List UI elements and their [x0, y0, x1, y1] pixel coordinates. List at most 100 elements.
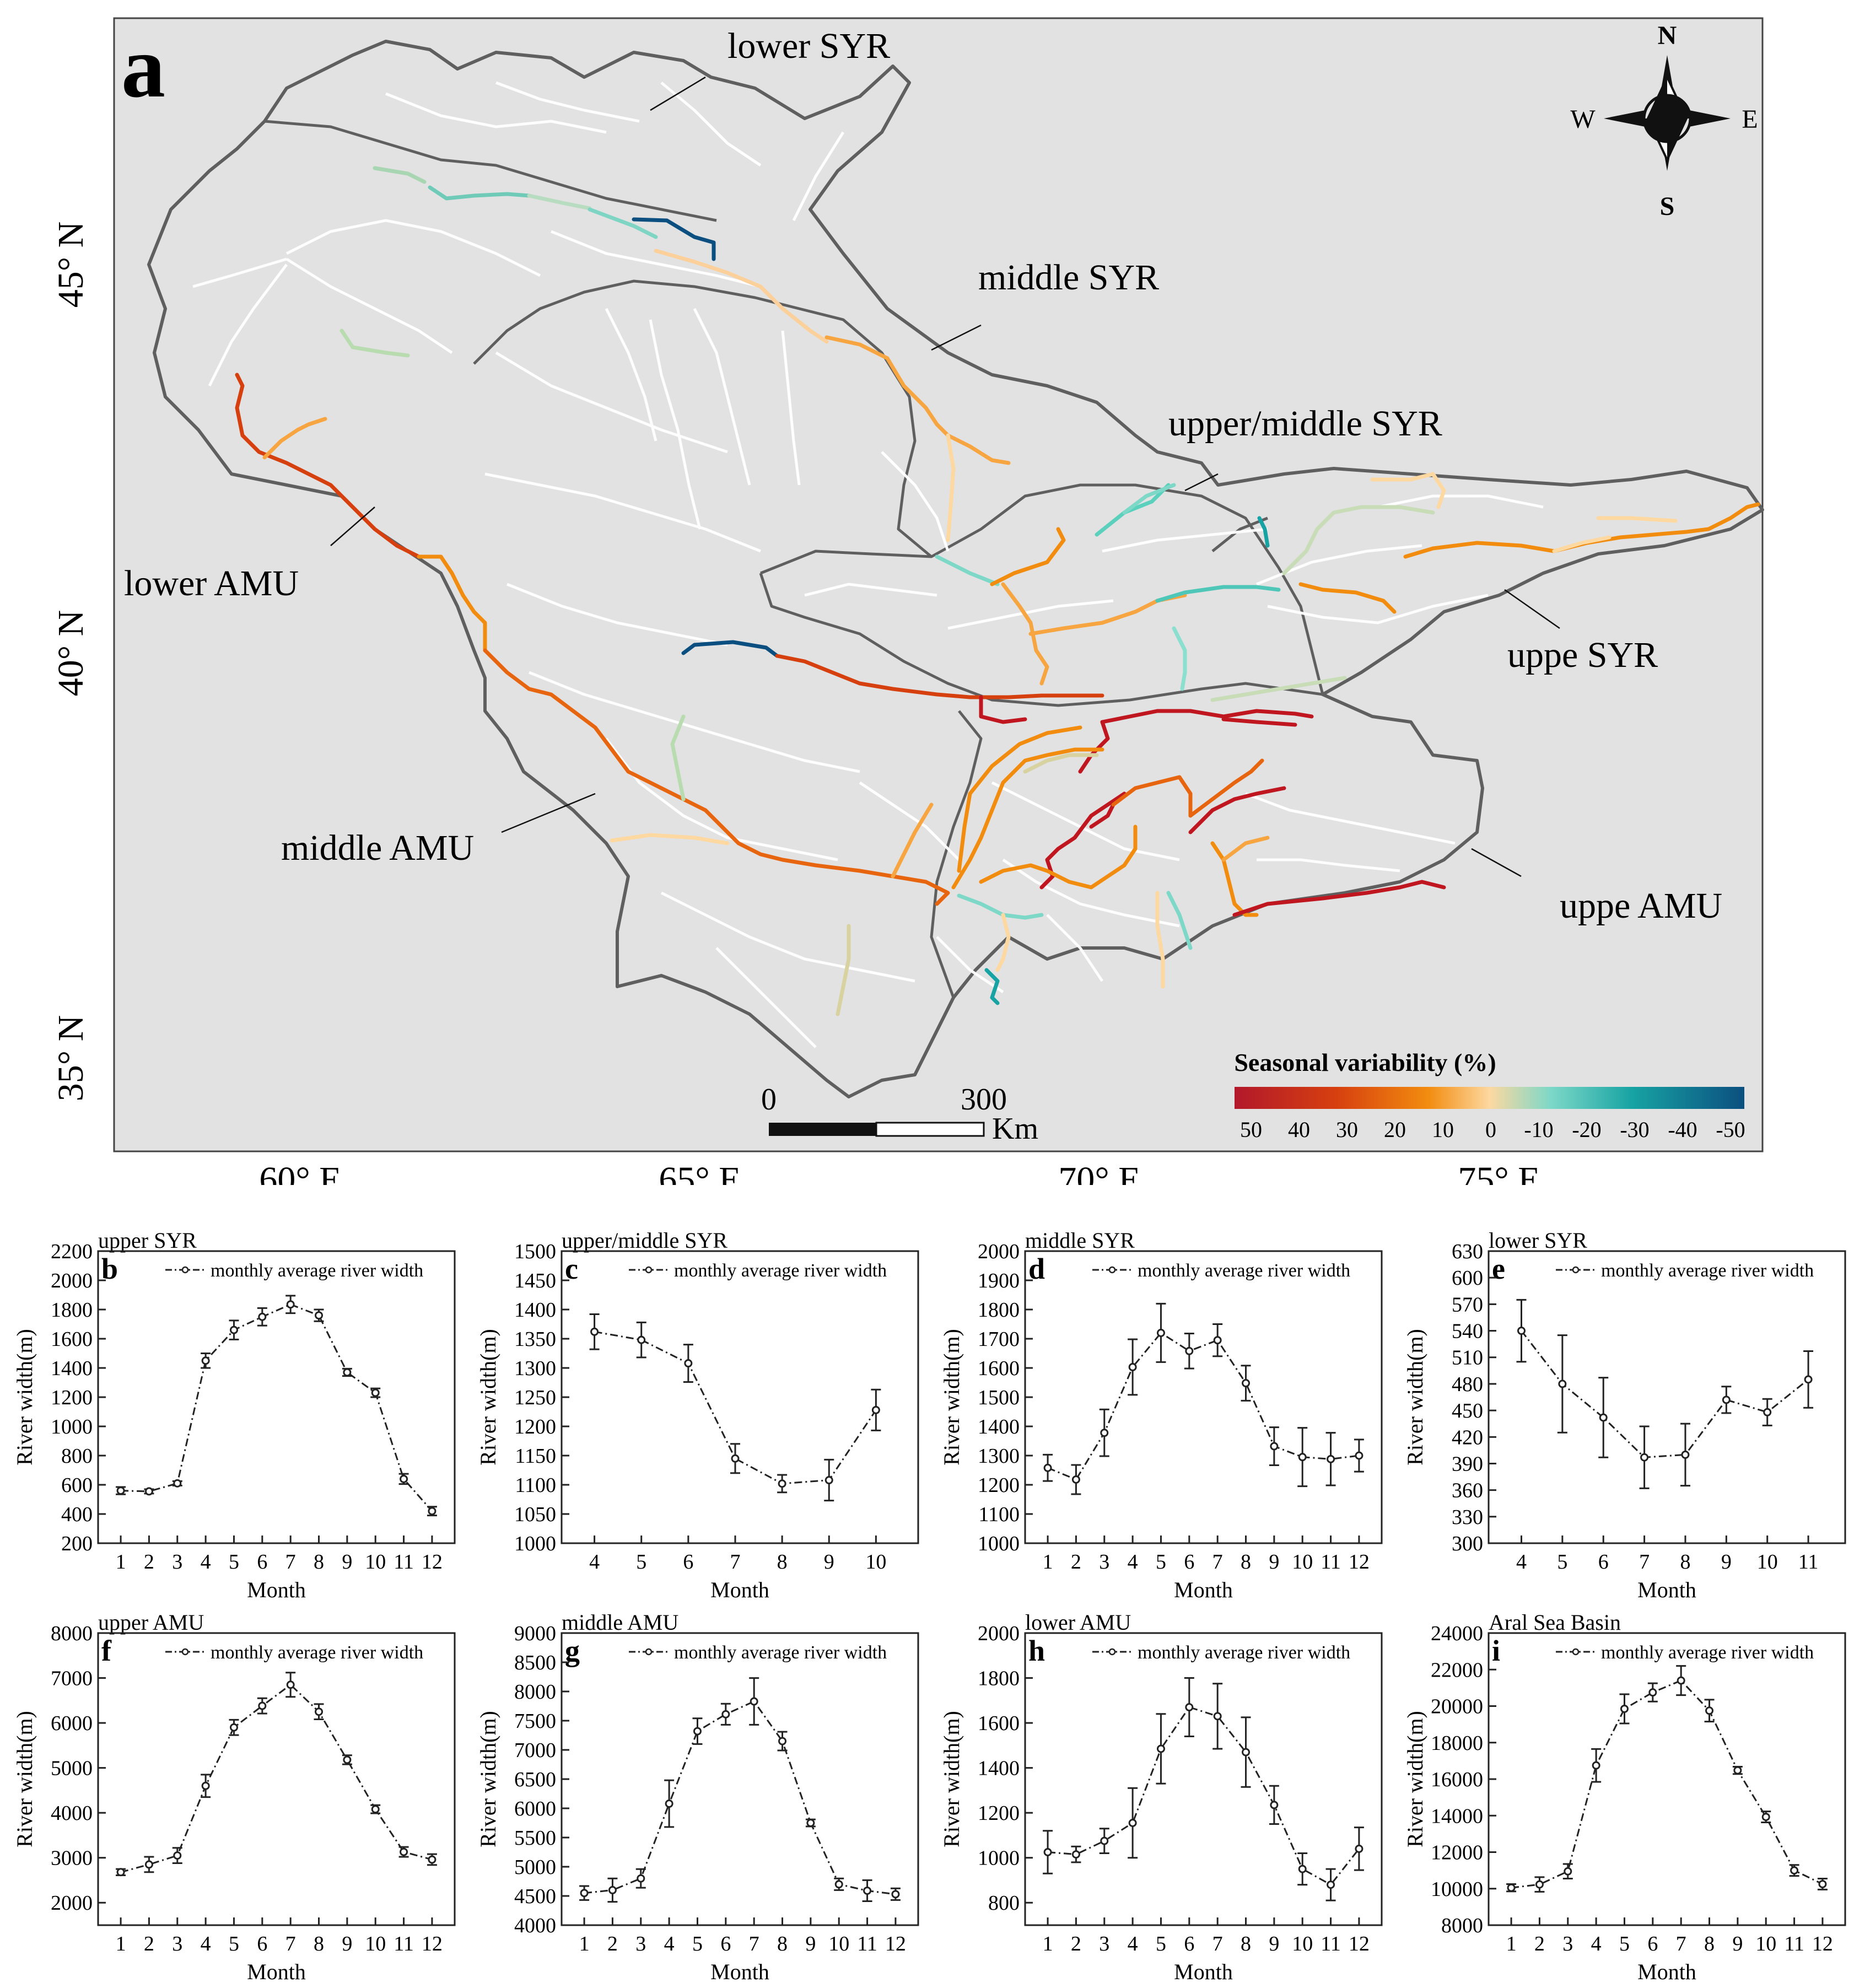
x-tick-label: 10 [1757, 1550, 1778, 1574]
data-point [1648, 1688, 1657, 1697]
data-point [1242, 1748, 1251, 1757]
data-point [1507, 1883, 1516, 1892]
data-point [1185, 1703, 1194, 1712]
river-syr-umiddle-orange2 [1001, 582, 1049, 686]
data-point [1818, 1879, 1827, 1888]
y-axis-label: River width(m) [1403, 1711, 1427, 1847]
data-point [684, 1359, 693, 1368]
x-tick-label: 4 [1128, 1932, 1138, 1955]
x-tick-label: 8 [1241, 1932, 1251, 1955]
basin-map: a lower SYR middle SYR upper/middle SYR … [51, 17, 1764, 1185]
x-tick-label: 9 [805, 1932, 816, 1955]
x-tick-label: 1 [1043, 1932, 1053, 1955]
y-tick-label: 1200 [51, 1386, 93, 1409]
data-point [1804, 1375, 1813, 1384]
y-tick-label: 1400 [978, 1415, 1020, 1439]
x-tick-label: 10 [865, 1550, 886, 1574]
chart-title: middle AMU [562, 1610, 678, 1635]
river-amu-dark-blue [681, 640, 779, 658]
compass-n: N [1658, 21, 1677, 50]
y-tick-label: 1050 [514, 1503, 556, 1526]
x-tick-label: 2 [1071, 1932, 1081, 1955]
legend-text: monthly average river width [211, 1260, 423, 1281]
river-amu-upper-red [1100, 709, 1314, 724]
y-axis-label: River width(m) [12, 1711, 37, 1847]
compass-s: S [1660, 192, 1675, 221]
x-tick-label: 9 [1269, 1550, 1279, 1574]
river-amu-teal-small [984, 968, 1000, 1005]
y-axis-label: River width(m) [939, 1711, 964, 1847]
x-tick-label: 6 [720, 1932, 731, 1955]
y-tick-label: 300 [1452, 1532, 1483, 1555]
data-point [1128, 1362, 1137, 1371]
data-point [1620, 1704, 1629, 1713]
data-point [863, 1886, 872, 1895]
x-tick-label: 5 [692, 1932, 703, 1955]
data-point [315, 1707, 324, 1716]
x-tick-label: 8 [1680, 1550, 1690, 1574]
legend-text: monthly average river width [211, 1642, 423, 1663]
river-syr-upper-orange-b [1298, 582, 1397, 614]
plot-frame [560, 1632, 919, 1926]
legend-tick-label: 30 [1336, 1117, 1358, 1142]
panel-label: i [1492, 1634, 1500, 1667]
river-amu-pale-small [836, 924, 851, 1016]
data-point [1517, 1327, 1526, 1335]
data-point [400, 1847, 408, 1856]
y-tick-label: 12000 [1431, 1841, 1483, 1865]
y-tick-label: 7000 [51, 1667, 93, 1690]
legend-marker [1108, 1266, 1116, 1274]
stream-network [192, 81, 1544, 1048]
x-tick-label: 4 [1591, 1932, 1602, 1955]
series-line [1511, 1679, 1823, 1889]
data-point [286, 1300, 295, 1309]
river-amu-upper-red2 [1221, 717, 1297, 727]
x-tick-label: 6 [683, 1550, 693, 1574]
y-axis-label: River width(m) [12, 1329, 37, 1466]
data-point [229, 1326, 238, 1334]
data-point [1763, 1408, 1772, 1416]
x-tick-label: 8 [777, 1932, 788, 1955]
y-tick-label: 400 [61, 1503, 93, 1526]
legend-tick-label: 0 [1485, 1117, 1496, 1142]
x-tick-label: 2 [1071, 1550, 1081, 1574]
river-syr-lower-teal2 [588, 207, 658, 239]
data-point [428, 1855, 436, 1864]
y-tick-label: 1700 [978, 1328, 1020, 1351]
y-tick-label: 510 [1452, 1346, 1483, 1370]
river-syr-umiddle-orange [990, 527, 1066, 586]
y-tick-label: 360 [1452, 1479, 1483, 1502]
legend-colorbar [1235, 1087, 1744, 1109]
data-point [778, 1737, 787, 1745]
legend-text: monthly average river width [1138, 1642, 1350, 1663]
legend-tick-label: 10 [1432, 1117, 1454, 1142]
x-tick-label: 3 [1099, 1550, 1109, 1574]
series-line [1047, 1332, 1360, 1481]
y-tick-label: 800 [988, 1892, 1020, 1915]
x-tick-label: 10 [365, 1932, 386, 1955]
x-axis-label: Month [247, 1959, 306, 1984]
river-amu-middle-orange [483, 648, 950, 906]
data-point [721, 1710, 730, 1718]
x-tick-label: 8 [1704, 1932, 1715, 1955]
panel-label: h [1028, 1634, 1045, 1667]
data-point [1242, 1379, 1251, 1388]
x-tick-label: 10 [365, 1550, 386, 1574]
x-tick-label: 3 [1562, 1932, 1573, 1955]
y-axis-label: River width(m) [1403, 1329, 1427, 1466]
data-point [258, 1701, 267, 1710]
river-syr-peach-up [1370, 472, 1446, 509]
x-tick-label: 9 [1721, 1550, 1732, 1574]
data-point [1071, 1475, 1080, 1484]
river-amu-upper-orange4 [1210, 841, 1259, 917]
data-point [201, 1356, 210, 1365]
y-tick-label: 480 [1452, 1373, 1483, 1396]
river-amu-red-main [775, 654, 1104, 699]
compass-rose [1604, 55, 1731, 171]
legend-text: monthly average river width [674, 1642, 887, 1663]
x-tick-label: 7 [1212, 1550, 1223, 1574]
leader-lines [330, 76, 1560, 877]
